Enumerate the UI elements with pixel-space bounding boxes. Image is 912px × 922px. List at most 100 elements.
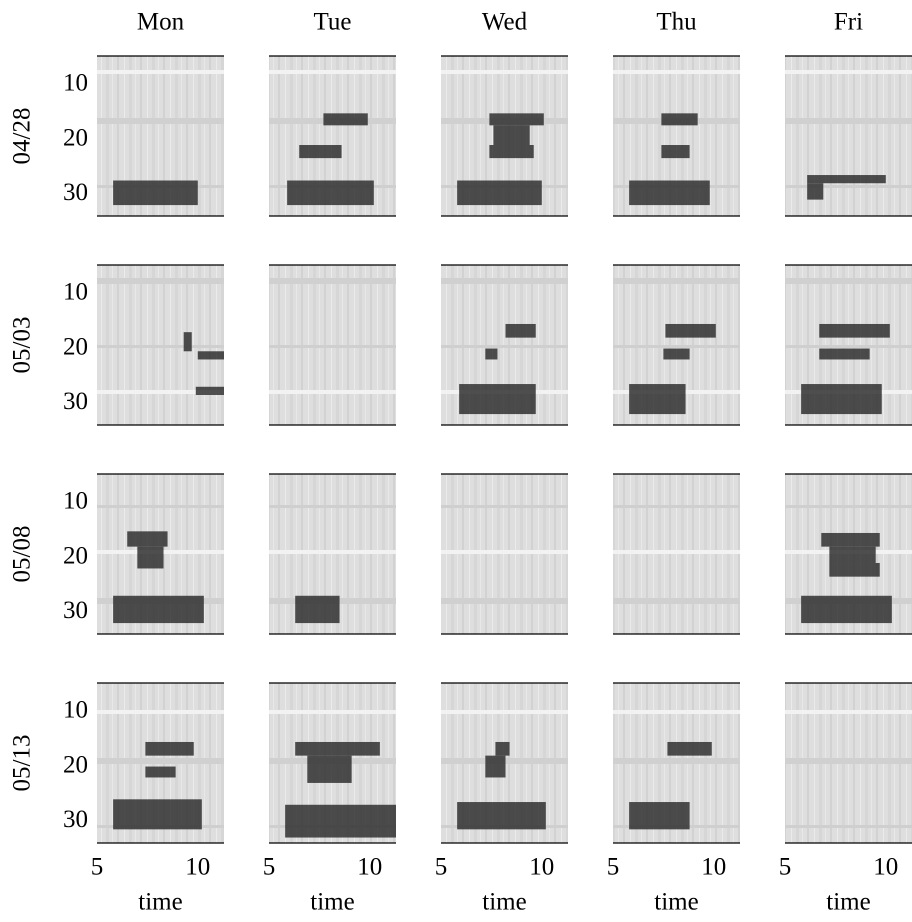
row-label: 05/08 bbox=[9, 526, 36, 583]
panel bbox=[269, 473, 396, 635]
x-axis-label: time bbox=[482, 889, 526, 916]
band bbox=[287, 180, 374, 206]
panel-marks bbox=[629, 323, 716, 415]
panel-marks bbox=[113, 180, 198, 206]
y-tick-label: 20 bbox=[63, 333, 88, 360]
panel-background bbox=[785, 56, 912, 216]
band bbox=[629, 384, 686, 415]
band bbox=[807, 175, 886, 184]
band bbox=[183, 332, 192, 352]
band bbox=[493, 125, 530, 146]
panel bbox=[441, 264, 568, 426]
x-axis-label: time bbox=[310, 889, 354, 916]
panel-marks bbox=[801, 323, 890, 415]
y-tick-label: 10 bbox=[63, 70, 88, 97]
band bbox=[299, 145, 342, 159]
band bbox=[819, 323, 890, 338]
x-tick-label: 5 bbox=[91, 854, 104, 881]
band bbox=[661, 113, 698, 126]
band bbox=[821, 532, 880, 547]
band bbox=[295, 595, 340, 624]
panel-background bbox=[785, 683, 912, 843]
panel-marks bbox=[457, 113, 544, 206]
band bbox=[665, 323, 716, 338]
band bbox=[137, 546, 164, 569]
band bbox=[489, 113, 544, 126]
y-tick-label: 20 bbox=[63, 124, 88, 151]
panel bbox=[97, 473, 224, 635]
band bbox=[195, 386, 224, 395]
panel-marks bbox=[113, 531, 204, 624]
panel-marks bbox=[183, 332, 224, 395]
x-tick-label: 10 bbox=[873, 854, 898, 881]
column-title: Thu bbox=[656, 9, 697, 36]
panel bbox=[97, 264, 224, 426]
column-title: Fri bbox=[834, 9, 863, 36]
band bbox=[457, 180, 542, 206]
band bbox=[113, 595, 204, 624]
panel bbox=[97, 55, 224, 217]
x-tick-label: 10 bbox=[529, 854, 554, 881]
panel bbox=[613, 682, 740, 844]
panel bbox=[785, 682, 912, 844]
band bbox=[807, 183, 824, 200]
panel-marks bbox=[801, 532, 892, 624]
band bbox=[801, 595, 892, 624]
band bbox=[113, 180, 198, 206]
panel bbox=[441, 473, 568, 635]
x-tick-label: 5 bbox=[263, 854, 276, 881]
band bbox=[127, 531, 168, 547]
panel bbox=[785, 473, 912, 635]
band bbox=[145, 766, 176, 778]
y-tick-label: 10 bbox=[63, 488, 88, 515]
row-label: 04/28 bbox=[9, 108, 36, 165]
panel bbox=[269, 264, 396, 426]
band bbox=[485, 755, 506, 778]
band bbox=[295, 741, 380, 756]
panel-marks bbox=[629, 741, 712, 830]
x-tick-label: 10 bbox=[701, 854, 726, 881]
x-tick-label: 10 bbox=[185, 854, 210, 881]
panel-marks bbox=[113, 741, 202, 830]
band bbox=[145, 741, 194, 756]
band bbox=[663, 348, 690, 360]
band bbox=[489, 145, 534, 159]
x-axis-label: time bbox=[826, 889, 870, 916]
x-tick-label: 5 bbox=[607, 854, 620, 881]
band bbox=[829, 563, 880, 577]
y-tick-label: 30 bbox=[63, 179, 88, 206]
x-axis-label: time bbox=[138, 889, 182, 916]
y-tick-label: 10 bbox=[63, 279, 88, 306]
band bbox=[113, 799, 202, 830]
y-tick-label: 10 bbox=[63, 697, 88, 724]
band bbox=[661, 145, 690, 159]
y-tick-label: 30 bbox=[63, 597, 88, 624]
panel bbox=[613, 55, 740, 217]
y-tick-label: 30 bbox=[63, 806, 88, 833]
band bbox=[285, 804, 396, 838]
panel-background bbox=[613, 474, 740, 634]
x-tick-label: 10 bbox=[357, 854, 382, 881]
x-tick-label: 5 bbox=[435, 854, 448, 881]
panel bbox=[785, 55, 912, 217]
panel-marks bbox=[295, 595, 340, 624]
panel bbox=[785, 264, 912, 426]
row-label: 05/13 bbox=[9, 735, 36, 792]
panel bbox=[441, 682, 568, 844]
x-axis-label: time bbox=[654, 889, 698, 916]
panel-marks bbox=[285, 741, 396, 838]
panel bbox=[613, 473, 740, 635]
band bbox=[801, 384, 882, 415]
band bbox=[829, 546, 876, 564]
panel-marks bbox=[457, 741, 546, 830]
band bbox=[197, 351, 224, 360]
y-tick-label: 20 bbox=[63, 751, 88, 778]
panel-marks bbox=[459, 323, 536, 415]
row-label: 05/03 bbox=[9, 317, 36, 374]
band bbox=[457, 802, 546, 830]
panel bbox=[97, 682, 224, 844]
panel-background bbox=[97, 265, 224, 425]
panel bbox=[613, 264, 740, 426]
panel-marks bbox=[287, 113, 374, 206]
